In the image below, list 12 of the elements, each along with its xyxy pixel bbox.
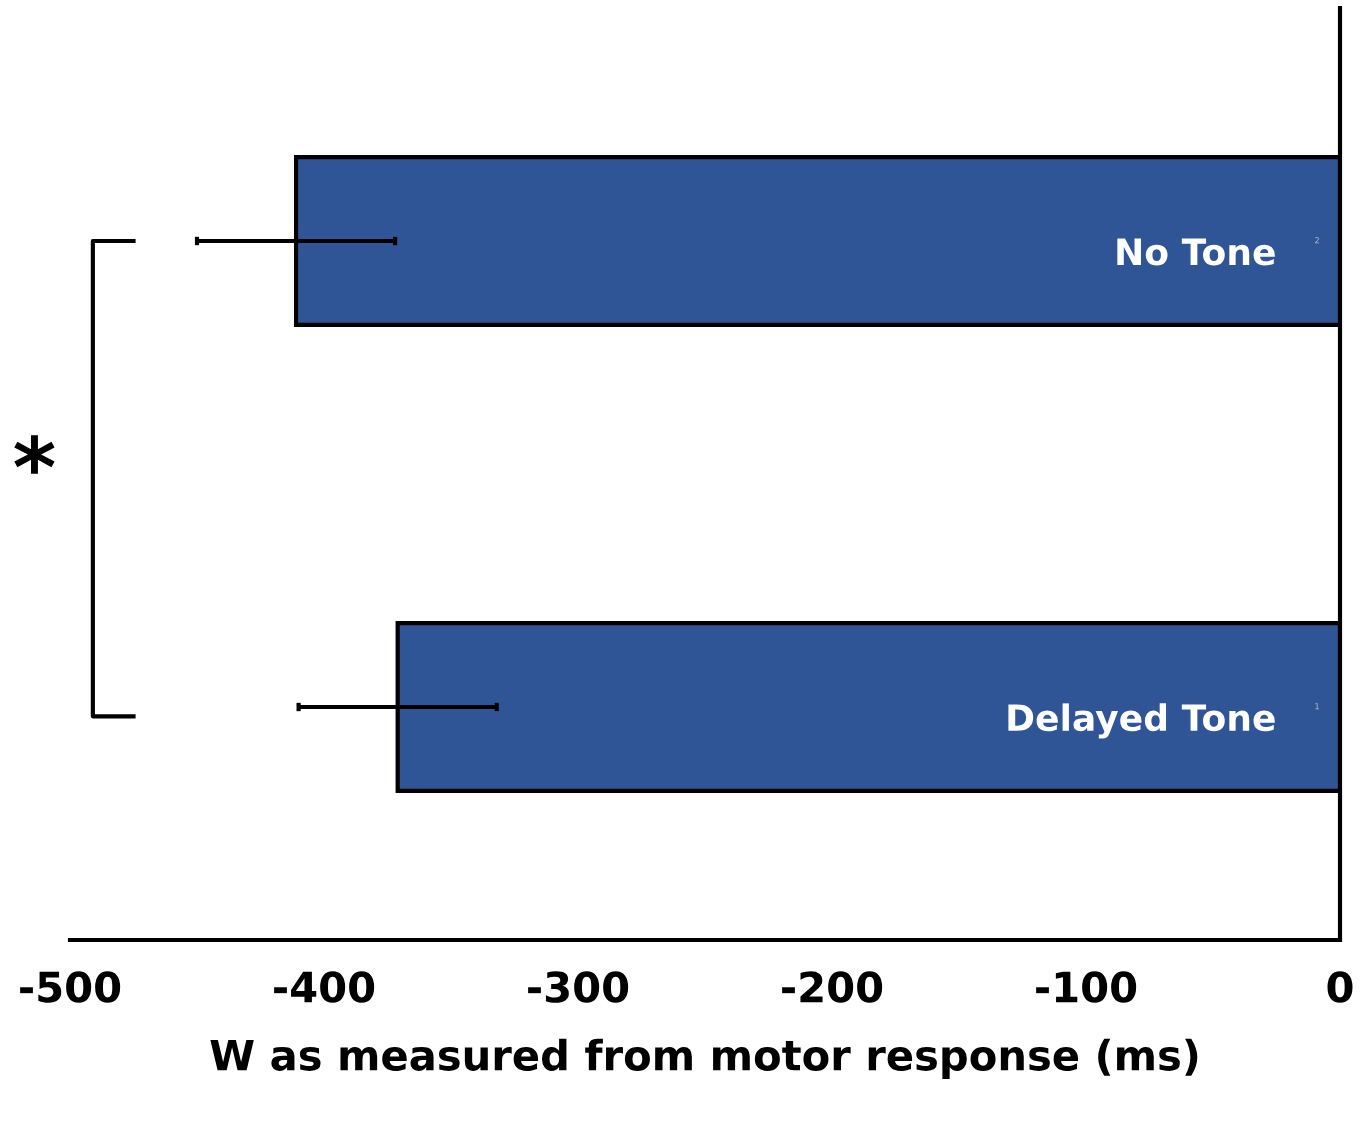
x-tick-label: -200 xyxy=(782,971,883,1003)
x-tick-label: -400 xyxy=(274,971,375,1003)
x-tick-label: -100 xyxy=(1036,971,1137,1003)
annotation: 1 xyxy=(1315,703,1319,710)
x-tick-label: -500 xyxy=(20,971,121,1003)
y-tick-label: No Tone xyxy=(1117,238,1275,266)
x-axis-title: W as measured from motor response (ms) xyxy=(210,1038,1198,1079)
x-tick-label: 0 xyxy=(1327,971,1353,1003)
annotation: 2 xyxy=(1314,237,1319,244)
x-tick-label: -300 xyxy=(528,971,629,1003)
text: * xyxy=(14,435,55,474)
y-tick-label: Delayed Tone xyxy=(1008,703,1275,739)
